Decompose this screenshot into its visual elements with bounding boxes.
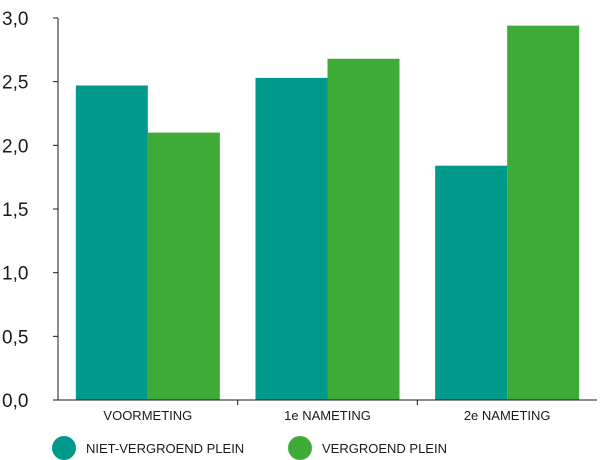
y-tick-label: 2,5 xyxy=(2,73,28,94)
legend-label-niet-vergroend: NIET-VERGROEND PLEIN xyxy=(86,440,245,456)
x-axis: VOORMETING 1e NAMETING 2e NAMETING xyxy=(58,399,597,423)
y-tick-label: 3,0 xyxy=(2,9,28,30)
y-tick-label: 0,5 xyxy=(2,327,28,348)
bar-vergroend-0 xyxy=(147,132,220,400)
bar-niet-vergroend-0 xyxy=(75,85,148,400)
bars xyxy=(75,25,580,400)
x-tick-label: VOORMETING xyxy=(103,408,192,423)
bar-niet-vergroend-1 xyxy=(255,77,328,400)
legend: NIET-VERGROEND PLEIN VERGROEND PLEIN xyxy=(0,436,601,460)
legend-item-niet-vergroend: NIET-VERGROEND PLEIN xyxy=(52,436,244,460)
x-tick-label: 1e NAMETING xyxy=(284,408,371,423)
y-tick-label: 2,0 xyxy=(2,136,28,157)
bar-vergroend-1 xyxy=(327,58,400,400)
y-tick-label: 1,5 xyxy=(2,200,28,221)
bar-vergroend-2 xyxy=(507,25,580,400)
legend-swatch-vergroend xyxy=(288,436,312,460)
bar-niet-vergroend-2 xyxy=(435,165,508,400)
y-axis: 0,0 0,5 1,0 1,5 2,0 2,5 3,0 xyxy=(2,9,59,412)
legend-item-vergroend: VERGROEND PLEIN xyxy=(288,436,447,460)
y-tick-label: 0,0 xyxy=(2,391,28,412)
legend-swatch-niet-vergroend xyxy=(52,436,76,460)
legend-label-vergroend: VERGROEND PLEIN xyxy=(322,440,447,456)
y-tick-label: 1,0 xyxy=(2,264,28,285)
x-tick-label: 2e NAMETING xyxy=(464,408,551,423)
